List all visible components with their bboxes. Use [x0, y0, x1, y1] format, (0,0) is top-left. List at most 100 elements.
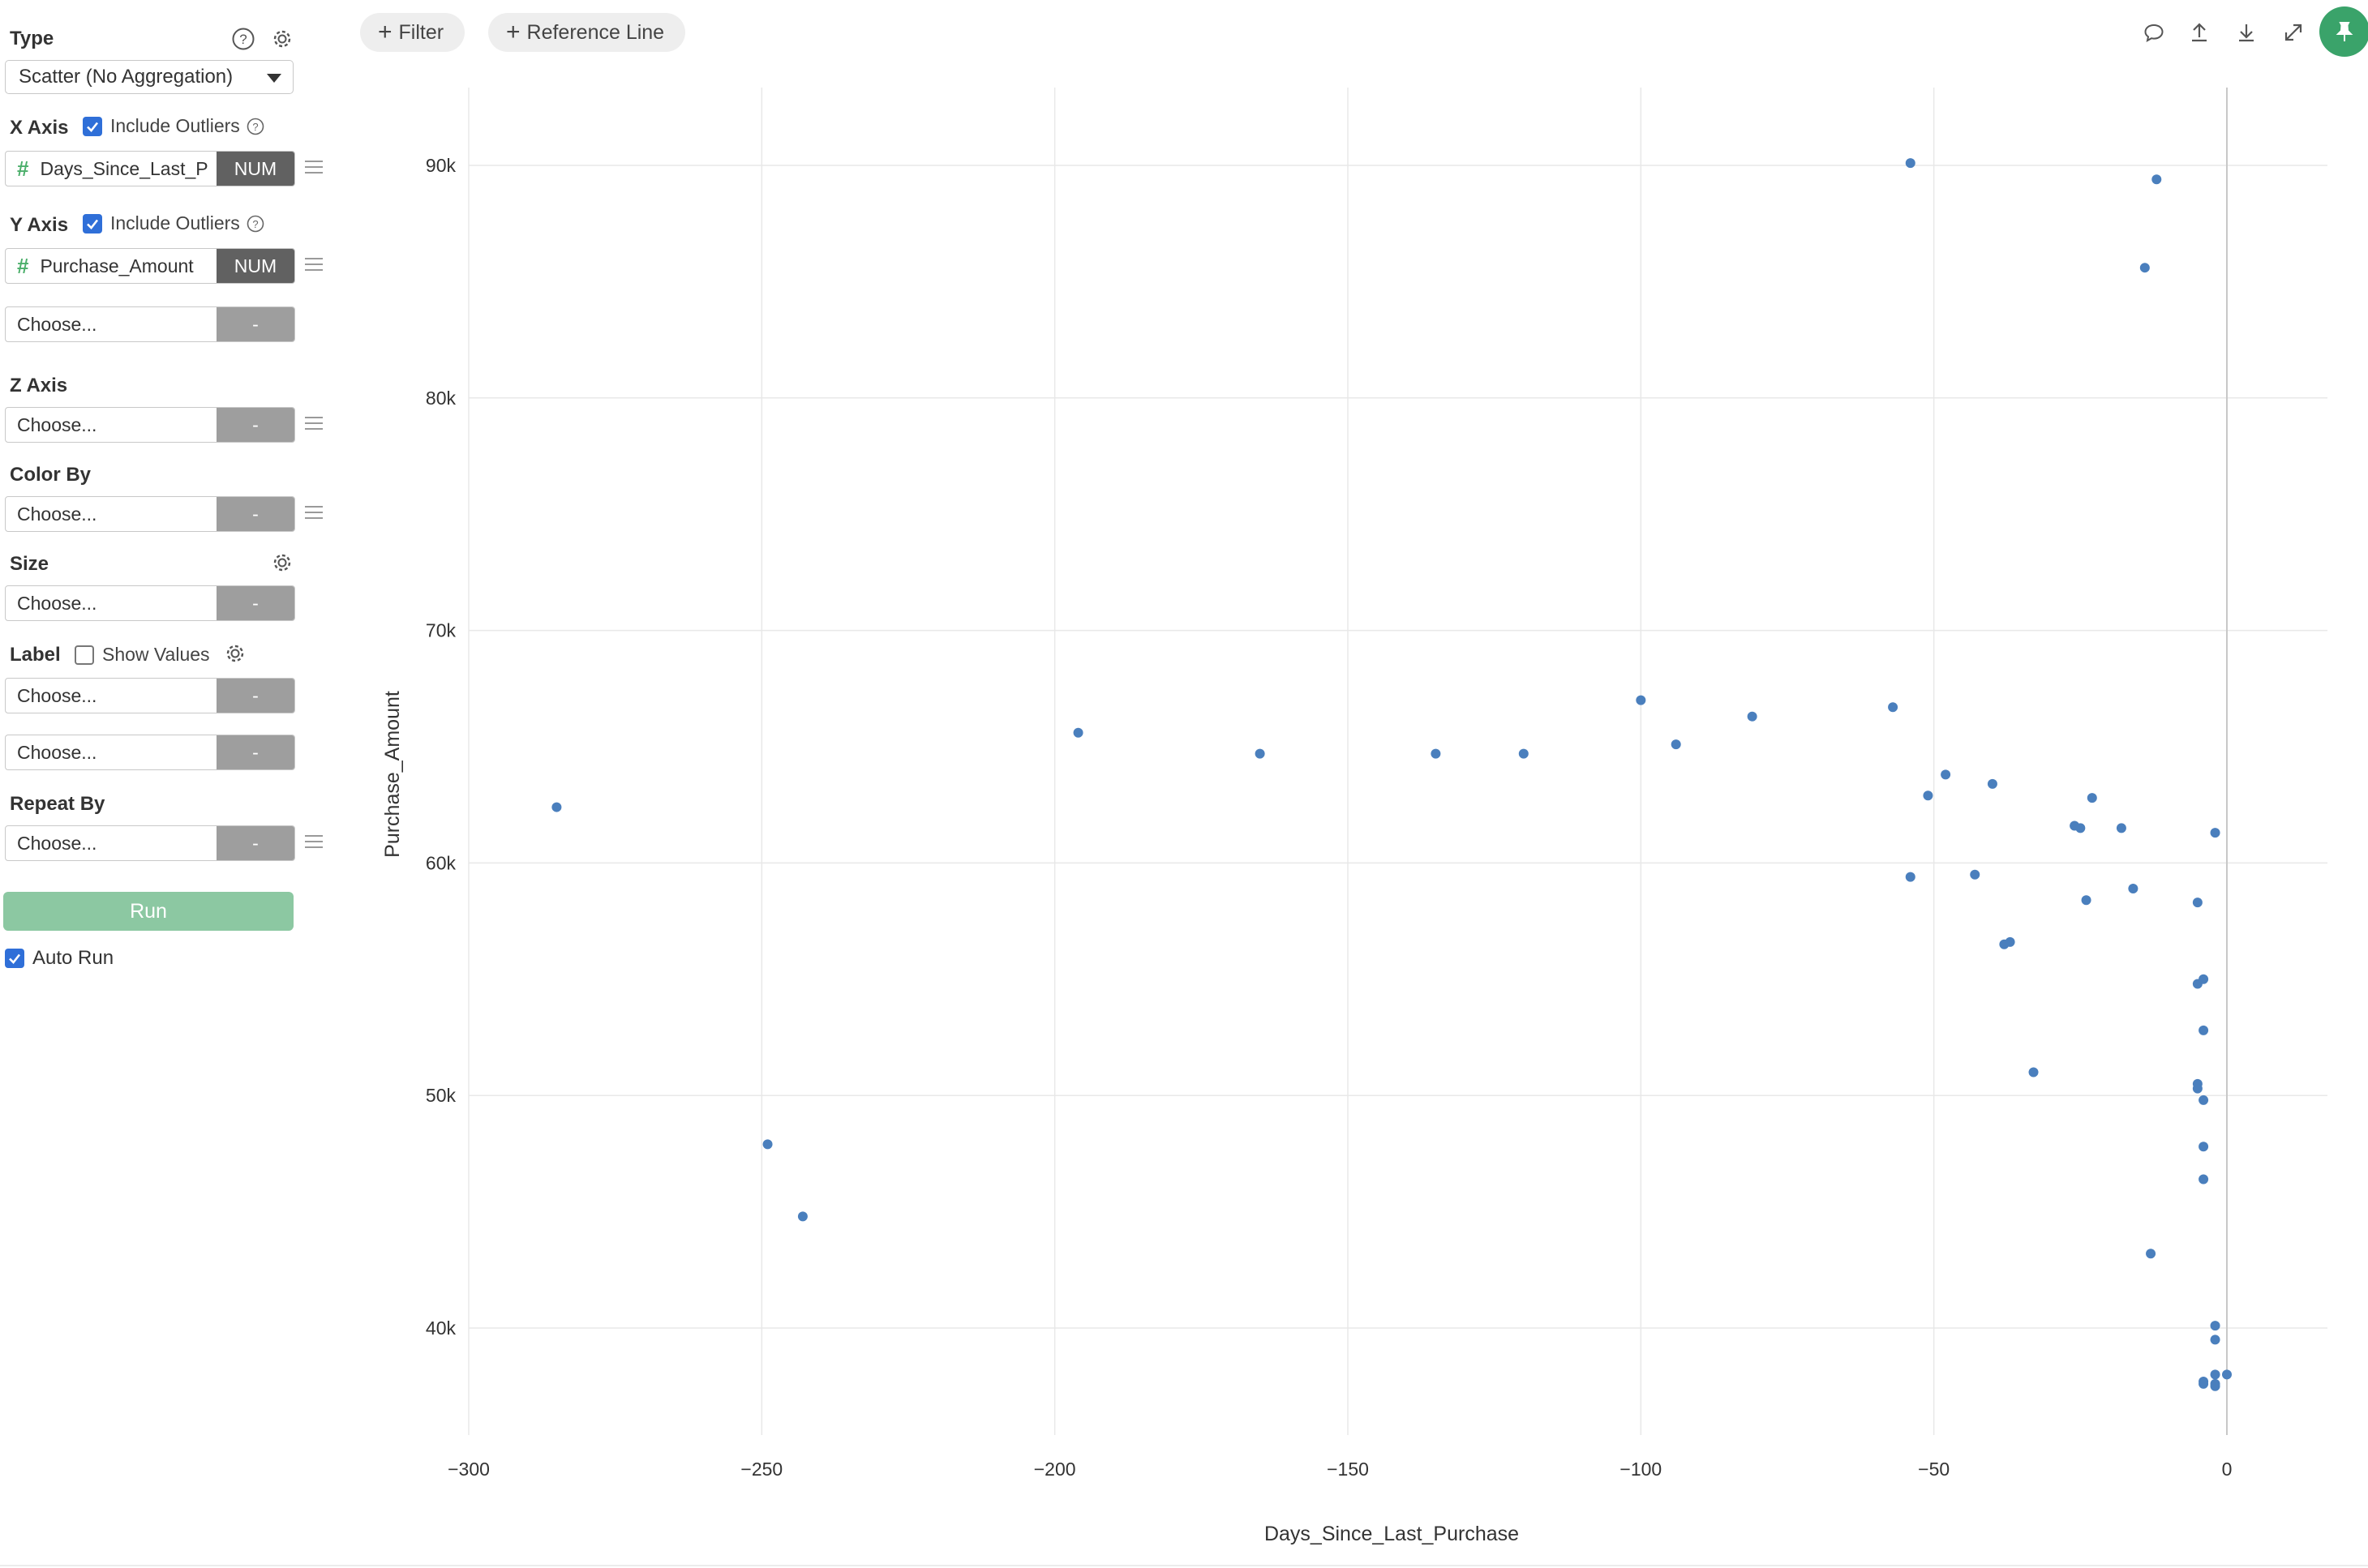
y-include-outliers-checkbox[interactable]	[83, 213, 102, 233]
scatter-point[interactable]	[551, 802, 562, 812]
scatter-point[interactable]	[2210, 1369, 2220, 1380]
auto-run-checkbox[interactable]	[5, 949, 24, 968]
show-values[interactable]: Show Values	[75, 644, 210, 666]
x-include-outliers[interactable]: Include Outliers ?	[83, 115, 264, 137]
x-include-outliers-checkbox[interactable]	[83, 116, 102, 136]
scatter-point[interactable]	[2199, 1142, 2209, 1152]
scatter-point[interactable]	[2192, 898, 2203, 908]
scatter-point[interactable]	[1518, 748, 1529, 759]
filter-label: Filter	[398, 20, 444, 44]
scatter-point[interactable]	[2128, 883, 2138, 893]
y-axis-field[interactable]: # Purchase_Amount NUM	[5, 248, 295, 284]
expand-icon[interactable]	[2279, 18, 2308, 47]
scatter-point[interactable]	[2210, 1335, 2220, 1345]
scatter-point[interactable]	[2087, 793, 2097, 803]
size-settings-gear-icon[interactable]	[268, 548, 297, 577]
scatter-point[interactable]	[797, 1211, 808, 1222]
scatter-point[interactable]	[1905, 872, 1915, 882]
scatter-point[interactable]	[1671, 739, 1681, 750]
scatter-point[interactable]	[1923, 790, 1933, 801]
scatter-point[interactable]	[2199, 1174, 2209, 1185]
repeat-by-title: Repeat By	[10, 793, 105, 815]
scatter-point[interactable]	[2199, 974, 2209, 984]
scatter-point[interactable]	[1431, 748, 1441, 759]
scatter-point[interactable]	[2146, 1249, 2156, 1259]
color-by-field[interactable]: Choose... -	[5, 496, 295, 532]
scatter-point[interactable]	[1073, 727, 1083, 738]
y-axis-extra-type[interactable]: -	[217, 307, 294, 341]
label-field-2[interactable]: Choose... -	[5, 735, 295, 770]
scatter-point[interactable]	[762, 1139, 773, 1150]
y-axis-extra-field[interactable]: Choose... -	[5, 306, 295, 342]
color-by-placeholder: Choose...	[17, 503, 97, 525]
y-axis-field-type[interactable]: NUM	[217, 249, 294, 283]
tick-labels: −300 −250 −200 −150 −100 −50 0 40k 50k 60k 70k 80k 9…	[426, 155, 2232, 1480]
scatter-point[interactable]	[2005, 936, 2015, 947]
download-icon[interactable]	[2232, 18, 2261, 47]
scatter-point[interactable]	[2210, 828, 2220, 838]
scatter-point[interactable]	[2151, 174, 2162, 185]
scatter-point[interactable]	[2222, 1369, 2232, 1380]
x-tick-label: −200	[1034, 1459, 1076, 1480]
comment-icon[interactable]	[2139, 18, 2169, 47]
x-axis-field[interactable]: # Days_Since_Last_P NUM	[5, 151, 295, 186]
color-by-type[interactable]: -	[217, 497, 294, 531]
scatter-point[interactable]	[2199, 1378, 2209, 1389]
scatter-point[interactable]	[2139, 263, 2150, 273]
scatter-point[interactable]	[2116, 823, 2126, 833]
scatter-point[interactable]	[1905, 158, 1915, 169]
drag-handle-icon[interactable]	[305, 258, 323, 272]
x-axis-field-type[interactable]: NUM	[217, 152, 294, 186]
chart-config-panel: Type ? Scatter (No Aggregation) X Axis I…	[0, 0, 324, 1568]
label-field-1[interactable]: Choose... -	[5, 678, 295, 713]
z-axis-type[interactable]: -	[217, 408, 294, 442]
add-reference-line-button[interactable]: + Reference Line	[488, 13, 686, 52]
help-icon[interactable]: ?	[229, 24, 258, 54]
scatter-point[interactable]	[1888, 702, 1898, 713]
help-icon[interactable]: ?	[247, 215, 264, 233]
drag-handle-icon[interactable]	[305, 835, 323, 850]
x-tick-label: 0	[2222, 1459, 2233, 1480]
pin-icon[interactable]	[2319, 6, 2368, 57]
scatter-point[interactable]	[1636, 695, 1646, 705]
y-include-outliers[interactable]: Include Outliers ?	[83, 212, 264, 234]
scatter-point[interactable]	[2081, 895, 2091, 906]
show-values-checkbox[interactable]	[75, 645, 94, 665]
scatter-point[interactable]	[2210, 1381, 2220, 1391]
scatter-point[interactable]	[2028, 1067, 2039, 1077]
scatter-point[interactable]	[1747, 711, 1757, 722]
repeat-by-type[interactable]: -	[217, 826, 294, 860]
scatter-point[interactable]	[1941, 769, 1951, 780]
x-tick-label: −150	[1327, 1459, 1369, 1480]
upload-icon[interactable]	[2185, 18, 2214, 47]
auto-run[interactable]: Auto Run	[5, 947, 114, 970]
repeat-by-field[interactable]: Choose... -	[5, 825, 295, 861]
y-include-outliers-label: Include Outliers	[110, 212, 240, 233]
scatter-point[interactable]	[2075, 823, 2086, 833]
drag-handle-icon[interactable]	[305, 161, 323, 175]
drag-handle-icon[interactable]	[305, 506, 323, 521]
help-icon[interactable]: ?	[247, 118, 264, 135]
label-type-2[interactable]: -	[217, 735, 294, 769]
label-settings-gear-icon[interactable]	[221, 639, 250, 668]
scatter-point[interactable]	[1255, 748, 1265, 759]
scatter-point[interactable]	[2210, 1321, 2220, 1331]
size-field[interactable]: Choose... -	[5, 585, 295, 621]
add-filter-button[interactable]: + Filter	[360, 13, 465, 52]
chart-type-select[interactable]: Scatter (No Aggregation)	[5, 60, 294, 94]
drag-handle-icon[interactable]	[305, 417, 323, 431]
scatter-point[interactable]	[2199, 1095, 2209, 1105]
x-tick-label: −300	[448, 1459, 490, 1480]
type-settings-gear-icon[interactable]	[268, 24, 297, 54]
label-placeholder-2: Choose...	[17, 741, 97, 763]
label-type-1[interactable]: -	[217, 679, 294, 713]
run-button[interactable]: Run	[3, 892, 294, 931]
scatter-point[interactable]	[1970, 869, 1980, 880]
z-axis-placeholder: Choose...	[17, 413, 97, 435]
z-axis-field[interactable]: Choose... -	[5, 407, 295, 443]
size-type[interactable]: -	[217, 586, 294, 620]
size-placeholder: Choose...	[17, 592, 97, 614]
scatter-point[interactable]	[1987, 778, 1997, 789]
scatter-point[interactable]	[2192, 1083, 2203, 1094]
scatter-point[interactable]	[2199, 1025, 2209, 1035]
